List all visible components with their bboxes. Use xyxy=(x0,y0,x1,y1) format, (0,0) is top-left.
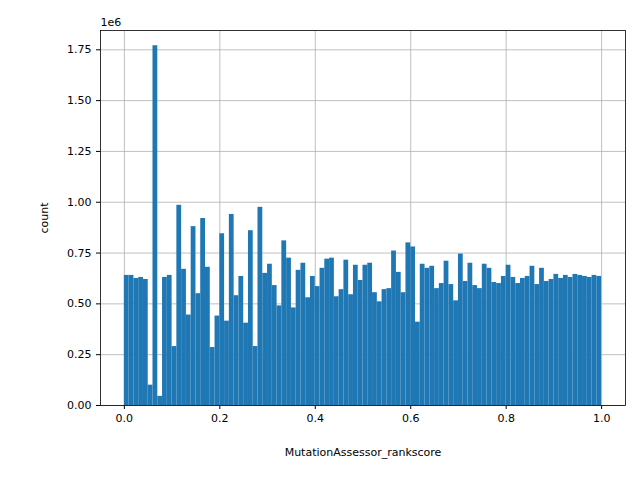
svg-text:1.25: 1.25 xyxy=(67,145,92,158)
svg-text:1.00: 1.00 xyxy=(67,196,92,209)
svg-text:0.50: 0.50 xyxy=(67,297,92,310)
svg-text:1.0: 1.0 xyxy=(593,412,611,425)
svg-text:0.6: 0.6 xyxy=(402,412,420,425)
svg-text:MutationAssessor_rankscore: MutationAssessor_rankscore xyxy=(285,446,442,459)
svg-text:count: count xyxy=(38,202,51,234)
svg-text:0.8: 0.8 xyxy=(497,412,515,425)
svg-text:1.50: 1.50 xyxy=(67,94,92,107)
svg-text:0.75: 0.75 xyxy=(67,247,92,260)
svg-text:0.00: 0.00 xyxy=(67,399,92,412)
svg-text:1e6: 1e6 xyxy=(101,16,122,29)
svg-text:1.75: 1.75 xyxy=(67,43,92,56)
svg-text:0.0: 0.0 xyxy=(116,412,134,425)
svg-text:0.2: 0.2 xyxy=(211,412,229,425)
svg-text:0.4: 0.4 xyxy=(307,412,325,425)
svg-text:0.25: 0.25 xyxy=(67,348,92,361)
